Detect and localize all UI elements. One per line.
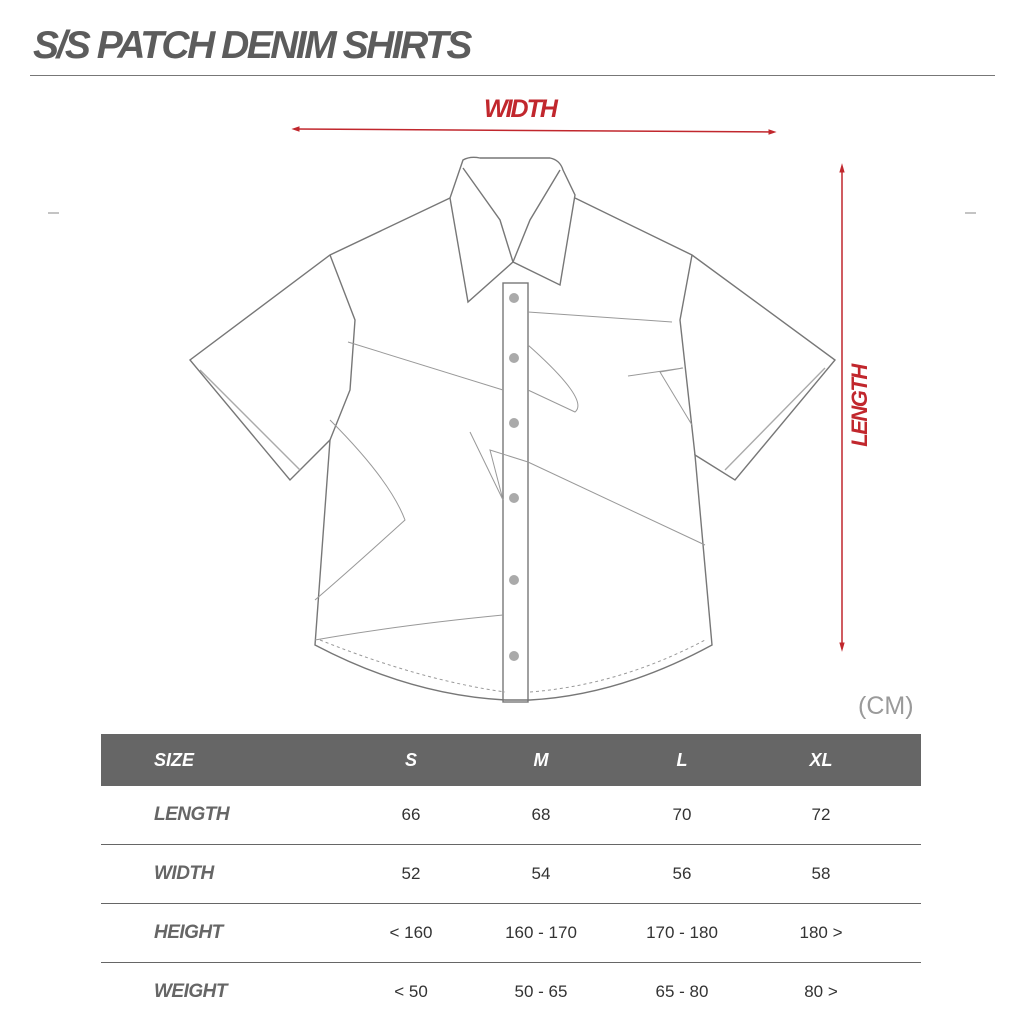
header-m: M — [533, 749, 549, 770]
length-arrow — [839, 163, 845, 652]
cell: 180 > — [799, 923, 843, 942]
header-s: S — [404, 749, 418, 770]
header-xl: XL — [809, 749, 833, 770]
cell: 50 - 65 — [514, 982, 568, 1001]
header-size: SIZE — [154, 749, 195, 770]
cell: 66 — [401, 805, 421, 824]
cell: 58 — [811, 864, 831, 883]
title-divider — [30, 75, 995, 76]
cell: 54 — [531, 864, 551, 883]
page-title: S/S PATCH DENIM SHIRTS — [33, 24, 472, 67]
header-l: L — [676, 749, 688, 770]
length-label: LENGTH — [847, 365, 872, 447]
cell: < 160 — [389, 923, 433, 942]
cell: 52 — [401, 864, 421, 883]
shirt-diagram — [48, 126, 976, 703]
table-row-width: WIDTH 52 54 56 58 — [101, 845, 921, 904]
table-row-weight: WEIGHT < 50 50 - 65 65 - 80 80 > — [101, 963, 921, 1021]
buttons — [509, 293, 519, 661]
width-label: WIDTH — [484, 95, 558, 123]
size-table: SIZE S M L XL LENGTH 66 68 70 72 WIDTH 5… — [101, 734, 921, 1021]
shirt-outline — [188, 156, 837, 703]
unit-label: (CM) — [858, 692, 914, 720]
patch-lines — [314, 311, 706, 693]
cell: < 50 — [394, 982, 428, 1001]
width-arrow — [291, 126, 777, 135]
cell: 68 — [531, 805, 551, 824]
cell: 80 > — [804, 982, 838, 1001]
table-row-length: LENGTH 66 68 70 72 — [101, 786, 921, 845]
cell: 70 — [672, 805, 692, 824]
table-header: SIZE S M L XL — [101, 734, 921, 786]
row-label: LENGTH — [154, 804, 230, 825]
cell: 170 - 180 — [646, 923, 718, 942]
table-row-height: HEIGHT < 160 160 - 170 170 - 180 180 > — [101, 904, 921, 963]
row-label: HEIGHT — [154, 922, 223, 943]
row-label: WIDTH — [154, 863, 214, 884]
row-label: WEIGHT — [154, 981, 228, 1002]
cell: 56 — [672, 864, 692, 883]
cell: 65 - 80 — [655, 982, 709, 1001]
cell: 72 — [811, 805, 831, 824]
cell: 160 - 170 — [505, 923, 577, 942]
